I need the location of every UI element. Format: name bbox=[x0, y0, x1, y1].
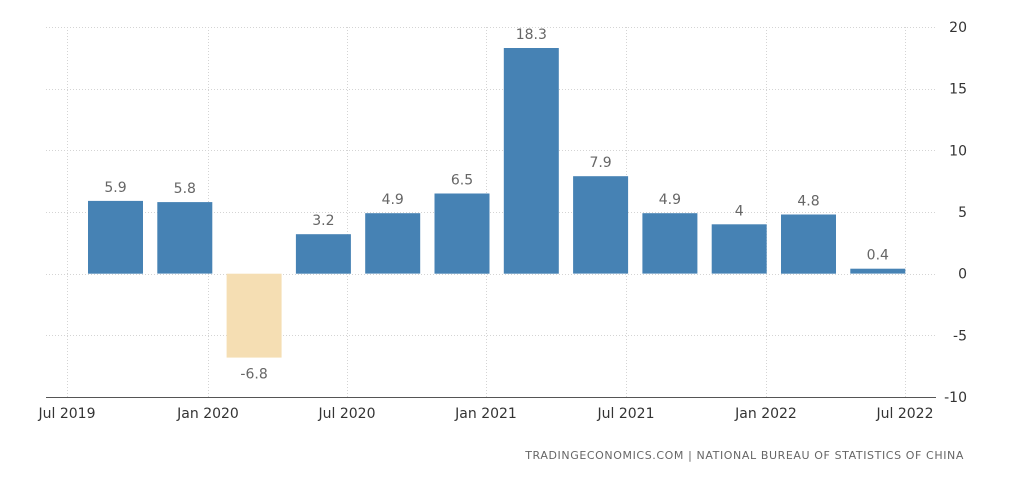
data-label: 7.9 bbox=[589, 155, 611, 171]
bar bbox=[573, 176, 629, 274]
data-labels: 5.9 5.8 -6.8 3.2 4.9 6.5 18.3 7.9 4.9 4 4.8 0.4 bbox=[104, 27, 889, 383]
bar bbox=[781, 214, 836, 274]
x-tick-label: Jan 2021 bbox=[454, 406, 517, 422]
y-tick-label: 5 bbox=[958, 205, 967, 221]
bar bbox=[295, 234, 351, 274]
y-tick-label: -10 bbox=[944, 390, 967, 406]
bars bbox=[88, 48, 906, 358]
y-tick-label: 0 bbox=[958, 267, 967, 283]
data-label: 4.9 bbox=[659, 192, 681, 208]
bar bbox=[157, 202, 213, 274]
x-tick-labels: Jul 2019 Jan 2020 Jul 2020 Jan 2021 Jul 2021… bbox=[38, 406, 934, 422]
bar bbox=[88, 200, 143, 274]
y-tick-label: 20 bbox=[949, 20, 967, 36]
y-tick-labels: 20 15 10 5 0 -5 -10 bbox=[944, 20, 967, 406]
x-tick-label: Jan 2020 bbox=[176, 406, 239, 422]
bar bbox=[365, 213, 421, 274]
bar bbox=[711, 224, 767, 274]
data-label: 0.4 bbox=[867, 248, 889, 264]
bar bbox=[226, 273, 282, 358]
source-credit: TRADINGECONOMICS.COM | NATIONAL BUREAU O… bbox=[525, 449, 964, 462]
x-tick-label: Jan 2022 bbox=[734, 406, 797, 422]
data-label: -6.8 bbox=[240, 367, 267, 383]
y-tick-label: -5 bbox=[953, 328, 967, 344]
data-label: 3.2 bbox=[312, 213, 334, 229]
bar bbox=[434, 193, 490, 274]
x-tick-label: Jul 2020 bbox=[318, 406, 376, 422]
data-label: 18.3 bbox=[516, 27, 547, 43]
data-label: 4.8 bbox=[797, 194, 819, 210]
data-label: 5.9 bbox=[104, 180, 126, 196]
grid-lines bbox=[46, 27, 936, 397]
data-label: 5.8 bbox=[174, 181, 196, 197]
bar bbox=[850, 268, 906, 274]
bar bbox=[503, 48, 559, 274]
data-label: 4.9 bbox=[382, 192, 404, 208]
y-tick-label: 10 bbox=[949, 143, 967, 159]
y-tick-label: 15 bbox=[949, 82, 967, 98]
bar bbox=[642, 213, 698, 274]
x-tick-label: Jul 2019 bbox=[38, 406, 96, 422]
data-label: 6.5 bbox=[451, 173, 473, 189]
x-tick-label: Jul 2021 bbox=[597, 406, 655, 422]
data-label: 4 bbox=[735, 203, 744, 219]
x-tick-label: Jul 2022 bbox=[876, 406, 934, 422]
